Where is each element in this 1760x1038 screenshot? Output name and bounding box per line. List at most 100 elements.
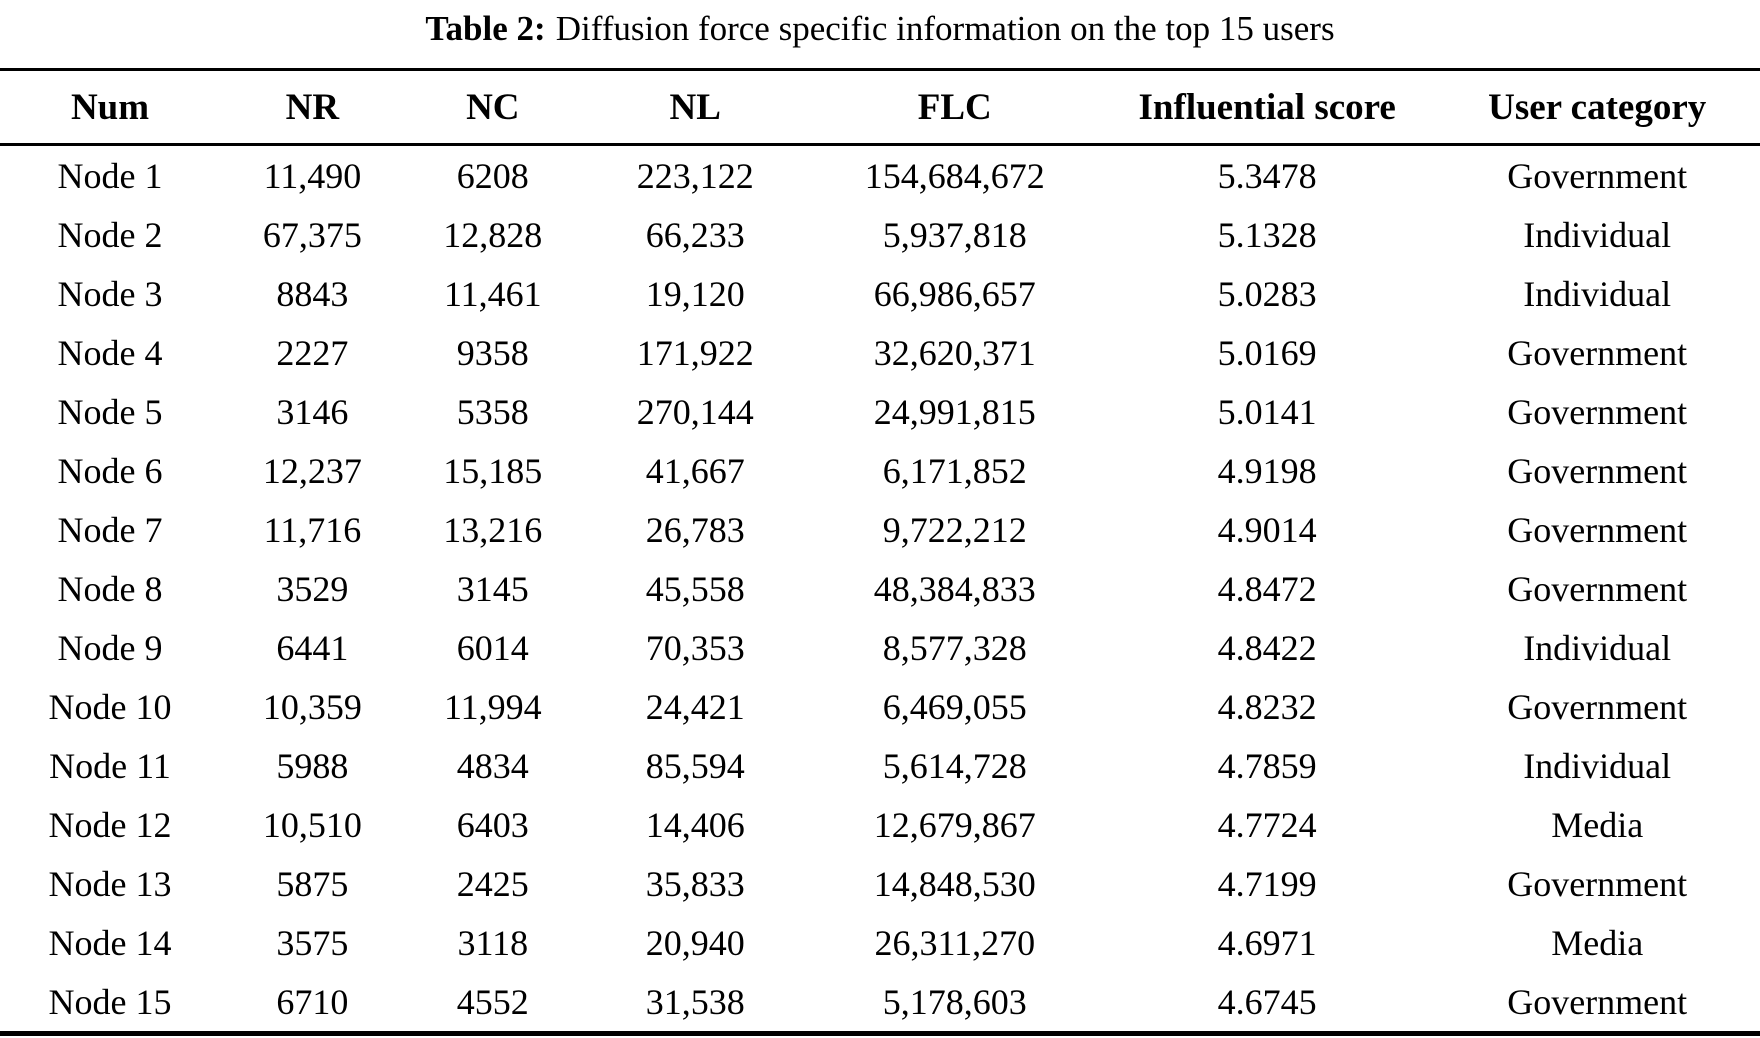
table-cell: 3146 [276, 391, 349, 432]
table-cell: 6,171,852 [882, 450, 1027, 491]
table-row: Node 2 67,375 12,828 66,233 5,937,818 5.1328 I… [0, 205, 1760, 264]
table-cell: Node 5 [57, 391, 163, 432]
table-cell: 4.6971 [1217, 922, 1317, 963]
table-cell: Node 9 [57, 627, 163, 668]
table-caption: Table 2: Diffusion force specific informa… [0, 0, 1760, 68]
table-cell: 5,937,818 [882, 214, 1027, 255]
table-cell: 4.8422 [1217, 627, 1317, 668]
table-row: Node 3 8843 11,461 19,120 66,986,657 5.0283 In… [0, 264, 1760, 323]
table-cell: 3575 [276, 922, 349, 963]
table-cell: Node 8 [57, 568, 163, 609]
column-header-nr: NR [220, 69, 405, 146]
table-cell: 45,558 [645, 568, 745, 609]
table-cell: 4.7859 [1217, 745, 1317, 786]
table-cell: 14,848,530 [873, 863, 1036, 904]
column-header-num: Num [0, 69, 220, 146]
table-row: Node 9 6441 6014 70,353 8,577,328 4.8422 Indiv… [0, 618, 1760, 677]
table-cell: 11,490 [263, 155, 362, 196]
column-header-flc: FLC [809, 69, 1100, 146]
table-row: Node 8 3529 3145 45,558 48,384,833 4.8472 Gove… [0, 559, 1760, 618]
table-cell: 24,421 [645, 686, 745, 727]
table-cell: 48,384,833 [873, 568, 1036, 609]
table-cell: 223,122 [636, 155, 754, 196]
column-header-influential-score: Influential score [1099, 69, 1435, 146]
table-cell: 15,185 [443, 450, 543, 491]
table-cell: 171,922 [636, 332, 754, 373]
table-cell: 3529 [276, 568, 349, 609]
table-cell: Node 10 [48, 686, 172, 727]
table-row: Node 12 10,510 6403 14,406 12,679,867 4.7724 M… [0, 795, 1760, 854]
table-cell: Node 15 [48, 981, 172, 1022]
table-cell: Government [1507, 332, 1688, 373]
table-cell: 4.6745 [1217, 981, 1317, 1022]
table-cell: Government [1507, 863, 1688, 904]
table-cell: 12,237 [262, 450, 362, 491]
table-cell: 31,538 [645, 981, 745, 1022]
table-cell: Individual [1523, 214, 1672, 255]
table-cell: 5358 [456, 391, 529, 432]
table-cell: 5988 [276, 745, 349, 786]
table-cell: 12,679,867 [873, 804, 1036, 845]
column-header-user-category: User category [1434, 69, 1760, 146]
column-header-nc: NC [404, 69, 581, 146]
table-cell: 35,833 [645, 863, 745, 904]
table-cell: 2227 [276, 332, 349, 373]
table-cell: Node 14 [48, 922, 172, 963]
table-cell: Media [1551, 804, 1644, 845]
table-cell: 24,991,815 [873, 391, 1036, 432]
table-cell: 5.3478 [1217, 155, 1317, 196]
table-cell: Node 6 [57, 450, 163, 491]
table-cell: 4.8472 [1217, 568, 1317, 609]
table-body: Node 1 11,490 6208 223,122 154,684,672 5.3478… [0, 145, 1760, 1034]
table-cell: 4.9198 [1217, 450, 1317, 491]
table-cell: 8,577,328 [882, 627, 1027, 668]
table-cell: 5875 [276, 863, 349, 904]
table-cell: 5,614,728 [882, 745, 1027, 786]
table-cell: Government [1507, 686, 1688, 727]
column-header-nl: NL [580, 69, 810, 146]
table-cell: Government [1507, 981, 1688, 1022]
table-cell: Government [1507, 509, 1688, 550]
table-cell: Node 11 [49, 745, 171, 786]
table-cell: Node 13 [48, 863, 172, 904]
table-cell: Government [1507, 155, 1688, 196]
table-cell: Node 1 [57, 155, 163, 196]
table-cell: 66,233 [645, 214, 745, 255]
table-cell: 9,722,212 [882, 509, 1027, 550]
header-row: Num NR NC NL FLC Influential score User catego… [0, 69, 1760, 146]
table-row: Node 6 12,237 15,185 41,667 6,171,852 4.9198 G… [0, 441, 1760, 500]
table-cell: 5.0141 [1217, 391, 1317, 432]
table-cell: 4.8232 [1217, 686, 1317, 727]
table-cell: 14,406 [645, 804, 745, 845]
table-cell: 8843 [276, 273, 349, 314]
table-cell: 4.9014 [1217, 509, 1317, 550]
table-cell: 3145 [456, 568, 529, 609]
table-cell: 66,986,657 [873, 273, 1036, 314]
diffusion-force-table: Num NR NC NL FLC Influential score User catego… [0, 68, 1760, 1036]
table-cell: 5.0169 [1217, 332, 1317, 373]
table-cell: 6441 [276, 627, 349, 668]
table-cell: Node 4 [57, 332, 163, 373]
table-cell: 11,461 [443, 273, 542, 314]
table-row: Node 13 5875 2425 35,833 14,848,530 4.7199 Gov… [0, 854, 1760, 913]
table-cell: Individual [1523, 273, 1672, 314]
table-cell: 5.1328 [1217, 214, 1317, 255]
table-cell: 2425 [456, 863, 529, 904]
table-cell: 4.7724 [1217, 804, 1317, 845]
table-cell: Node 12 [48, 804, 172, 845]
table-cell: 270,144 [636, 391, 754, 432]
table-row: Node 14 3575 3118 20,940 26,311,270 4.6971 Med… [0, 913, 1760, 972]
table-cell: Node 2 [57, 214, 163, 255]
table-caption-text: Diffusion force specific information on … [555, 9, 1335, 48]
table-cell: 11,716 [263, 509, 362, 550]
table-cell: 5,178,603 [882, 981, 1027, 1022]
table-cell: 32,620,371 [873, 332, 1036, 373]
table-cell: 19,120 [645, 273, 745, 314]
table-cell: 4552 [456, 981, 529, 1022]
table-cell: 154,684,672 [864, 155, 1045, 196]
table-cell: 6,469,055 [882, 686, 1027, 727]
table-cell: 6710 [276, 981, 349, 1022]
table-cell: 26,311,270 [874, 922, 1036, 963]
table-cell: 6403 [456, 804, 529, 845]
table-cell: Government [1507, 568, 1688, 609]
